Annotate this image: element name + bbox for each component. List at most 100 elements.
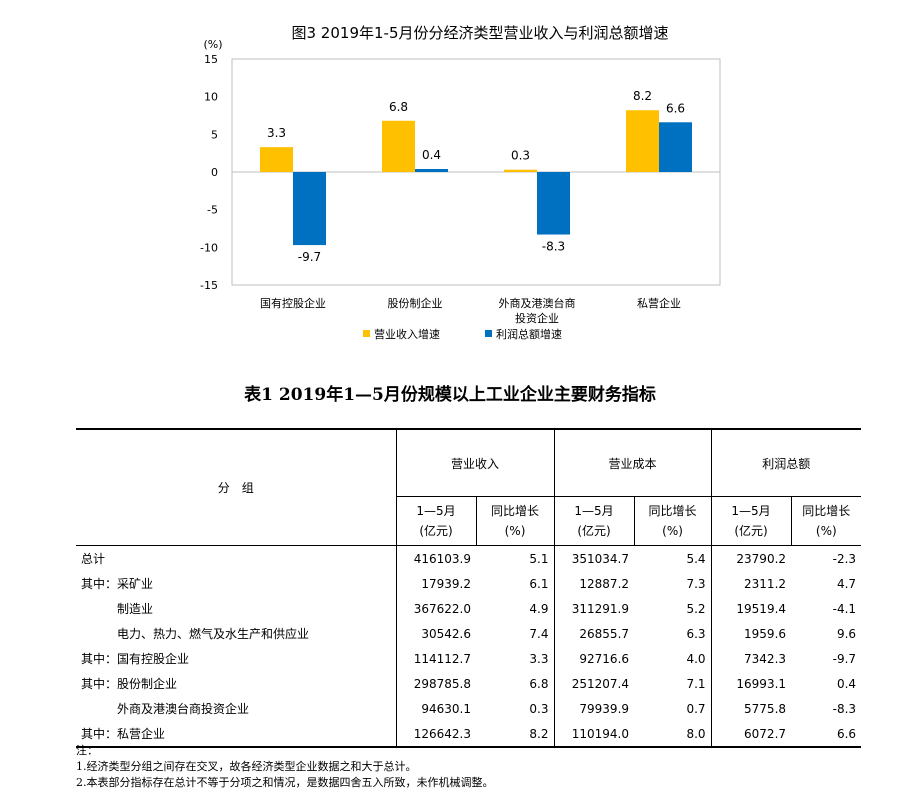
value-cell: 1959.6 (710, 621, 792, 646)
bar-revenue (504, 169, 537, 172)
legend-swatch (363, 330, 370, 337)
data-label: 0.3 (511, 149, 530, 163)
bar-revenue (260, 147, 293, 172)
row-label: 制造业 (81, 602, 154, 616)
growth-cell: 7.3 (686, 576, 706, 591)
legend-label: 利润总额增速 (496, 327, 562, 341)
period-label: 1—5月 (731, 504, 771, 518)
row-label: 其中：采矿业 (81, 577, 154, 591)
row-label: 外商及港澳台商投资企业 (81, 702, 250, 716)
growth-cell: 7.4 (529, 626, 549, 641)
value-cell: 416103.9 (395, 545, 476, 571)
growth-header: 同比增长 (%) (790, 496, 862, 546)
growth-cell: 8.0 (634, 721, 712, 748)
period-unit-header: 1—5月 (亿元) (710, 496, 792, 546)
growth-cell: 3.3 (529, 651, 549, 666)
period-unit-header: 1—5月 (亿元) (395, 496, 476, 546)
y-tick-label: 5 (211, 128, 218, 141)
legend-swatch (485, 330, 492, 337)
value-cell: 367622.0 (395, 596, 476, 621)
unit-label: (亿元) (419, 524, 453, 538)
table-row: 电力、热力、燃气及水生产和供应业 30542.6 7.4 26855.7 6.3 1959… (76, 621, 861, 646)
growth-header: 同比增长 (%) (633, 496, 712, 546)
row-label: 其中：国有控股企业 (81, 652, 190, 666)
growth-cell: -9.7 (832, 651, 857, 666)
bar-profit (293, 172, 326, 246)
growth-label: 同比增长 (802, 504, 851, 518)
data-label: 0.4 (422, 148, 441, 162)
table-row: 其中：股份制企业 298785.8 6.8 251207.4 7.1 16993.1 0.4 (76, 671, 861, 696)
value-cell: 126642.3 (395, 721, 476, 748)
bar-revenue (626, 110, 659, 172)
y-tick-label: -15 (200, 279, 218, 292)
growth-cell: 4.9 (529, 601, 549, 616)
row-label: 电力、热力、燃气及水生产和供应业 (81, 627, 310, 641)
period-unit-header: 1—5月 (亿元) (553, 496, 635, 546)
data-label: 6.6 (666, 101, 685, 115)
unit-label: (亿元) (577, 524, 611, 538)
growth-cell: -4.1 (832, 601, 857, 616)
data-label: 3.3 (267, 126, 286, 140)
period-label: 1—5月 (416, 504, 456, 518)
growth-cell: 5.1 (529, 551, 549, 566)
category-label: 私营企业 (637, 296, 681, 310)
value-cell: 79939.9 (553, 696, 635, 721)
value-cell: 5775.8 (710, 696, 792, 721)
growth-label: 同比增长 (491, 504, 540, 518)
row-label: 总计 (81, 552, 106, 566)
growth-unit: (%) (815, 524, 837, 538)
growth-cell: 4.0 (686, 651, 706, 666)
table-notes: 注： 1.经济类型分组之间存在交叉，故各经济类型企业数据之和大于总计。 2.本表… (76, 743, 494, 791)
metric-header-cost: 营业成本 (553, 428, 712, 497)
table-row: 制造业 367622.0 4.9 311291.9 5.2 19519.4 -4.1 (76, 596, 861, 621)
growth-cell: 6.3 (686, 626, 706, 641)
row-label: 其中：私营企业 (76, 721, 396, 748)
value-cell: 110194.0 (553, 721, 635, 748)
y-tick-label: 0 (211, 166, 218, 179)
financial-indicators-table: 分 组 营业收入 营业成本 利润总额 1—5月 (亿元) 同比增长 (%) 1—5月 (亿… (76, 428, 862, 748)
group-header: 分 组 (76, 428, 396, 546)
metric-header-revenue: 营业收入 (395, 428, 555, 497)
metric-header-profit: 利润总额 (710, 428, 862, 497)
value-cell: 311291.9 (553, 596, 635, 621)
data-label: 8.2 (633, 89, 652, 103)
growth-cell: 9.6 (836, 626, 857, 641)
y-tick-label: -5 (207, 204, 218, 217)
table-row: 其中：国有控股企业 114112.7 3.3 92716.6 4.0 7342.3 -9.7 (76, 646, 861, 671)
bar-profit (537, 172, 570, 235)
growth-cell: 0.4 (836, 676, 857, 691)
growth-cell: -8.3 (832, 701, 857, 716)
value-cell: 92716.6 (553, 646, 635, 671)
growth-unit: (%) (662, 524, 683, 538)
category-label: 国有控股企业 (260, 296, 326, 310)
data-label: -8.3 (542, 240, 565, 254)
data-label: -9.7 (298, 250, 321, 264)
table-row: 外商及港澳台商投资企业 94630.1 0.3 79939.9 0.7 5775.8 -8.… (76, 696, 861, 721)
value-cell: 7342.3 (710, 646, 792, 671)
value-cell: 17939.2 (395, 571, 476, 596)
value-cell: 19519.4 (710, 596, 792, 621)
value-cell: 298785.8 (395, 671, 476, 696)
growth-cell: 8.2 (476, 721, 555, 748)
note-line-2: 2.本表部分指标存在总计不等于分项之和情况，是数据四舍五入所致，未作机械调整。 (76, 776, 494, 789)
y-tick-label: 10 (204, 91, 218, 104)
bar-revenue (382, 120, 415, 172)
growth-bar-chart: 图3 2019年1-5月份分经济类型营业收入与利润总额增速 (%) 15 10 5 0… (200, 24, 721, 341)
growth-cell: 0.7 (686, 701, 706, 716)
unit-label: (亿元) (734, 524, 768, 538)
bar-profit (659, 122, 692, 172)
period-label: 1—5月 (574, 504, 614, 518)
value-cell: 94630.1 (395, 696, 476, 721)
bar-profit (415, 168, 448, 172)
y-axis-unit: (%) (203, 38, 222, 51)
value-cell: 351034.7 (553, 545, 635, 571)
value-cell: 2311.2 (710, 571, 792, 596)
category-label: 股份制企业 (388, 296, 443, 310)
row-label: 其中：股份制企业 (81, 677, 178, 691)
table-row: 总计 416103.9 5.1 351034.7 5.4 23790.2 -2.3 (76, 545, 861, 571)
value-cell: 12887.2 (553, 571, 635, 596)
growth-cell: -2.3 (832, 551, 857, 566)
growth-cell: 5.4 (686, 551, 706, 566)
growth-cell: 7.1 (686, 676, 706, 691)
value-cell: 30542.6 (395, 621, 476, 646)
